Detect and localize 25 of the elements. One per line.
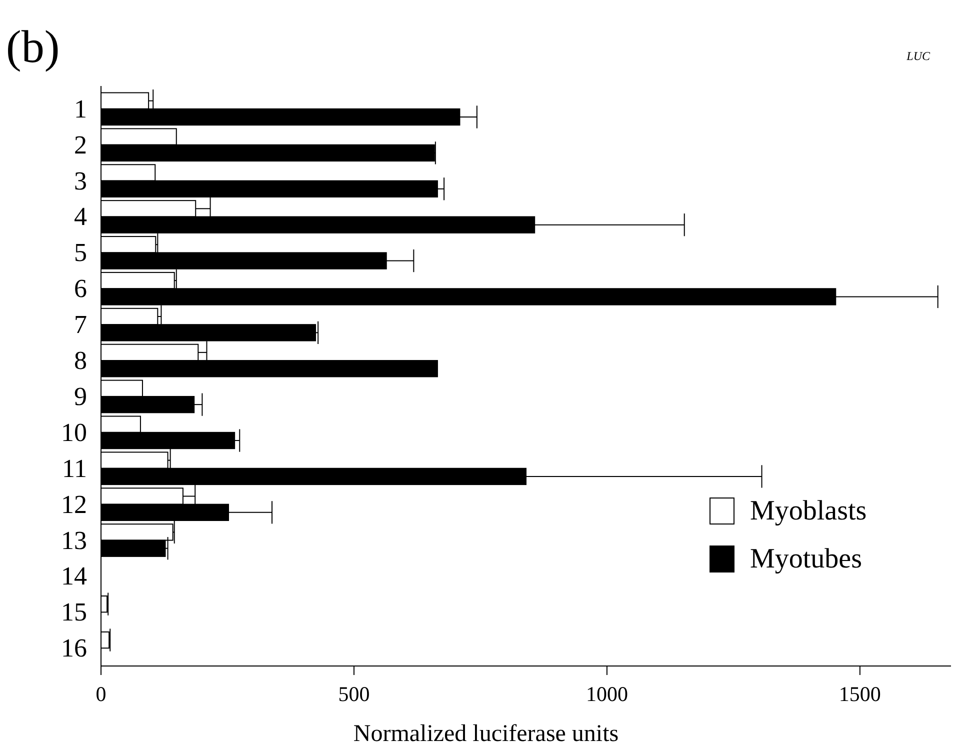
y-tick-label: 2	[74, 130, 87, 160]
x-tick-label: 500	[338, 682, 370, 706]
legend-label: Myotubes	[750, 544, 862, 574]
y-tick-label: 8	[74, 346, 87, 376]
chart-title: (b)	[6, 21, 60, 72]
y-tick-label: 16	[61, 634, 87, 663]
y-tick-label: 11	[62, 454, 87, 483]
x-axis-title: Normalized luciferase units	[353, 721, 619, 747]
y-tick-label: 12	[61, 490, 87, 519]
legend-label: Myoblasts	[750, 496, 867, 526]
y-tick-label: 9	[74, 382, 87, 411]
y-tick-label: 6	[74, 274, 87, 304]
y-tick-label: 5	[74, 238, 87, 268]
y-tick-label: 13	[61, 526, 87, 555]
x-tick-label: 1500	[838, 682, 881, 706]
x-tick-label: 1000	[586, 682, 628, 706]
y-tick-label: 1	[74, 94, 87, 124]
y-tick-label: 14	[61, 562, 87, 591]
text: LUC	[906, 49, 931, 63]
y-tick-label: 10	[61, 418, 87, 447]
x-tick-label: 0	[96, 682, 106, 706]
y-tick-label: 15	[61, 598, 87, 627]
y-tick-label: 3	[74, 166, 87, 196]
y-tick-label: 4	[74, 202, 87, 232]
y-tick-label: 7	[74, 310, 87, 340]
